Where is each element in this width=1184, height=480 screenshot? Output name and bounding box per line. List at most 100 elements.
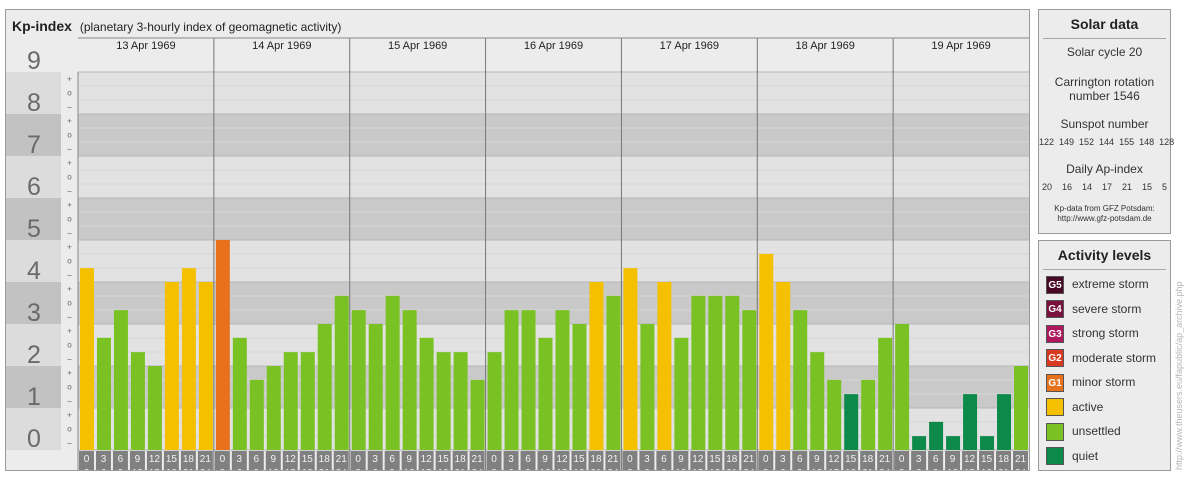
interval-end: 18 — [166, 468, 178, 470]
interval-end: 12 — [539, 468, 551, 470]
level-swatch — [1046, 398, 1064, 417]
interval-start: 18 — [998, 454, 1010, 465]
interval-start: 15 — [573, 454, 585, 465]
interval-start: 15 — [166, 454, 178, 465]
interval-start: 3 — [101, 454, 107, 465]
interval-cell — [486, 451, 502, 470]
level-moderate-storm: G2 moderate storm — [1046, 348, 1156, 368]
kp-bar — [589, 282, 604, 450]
interval-end: 21 — [455, 468, 467, 470]
interval-start: 3 — [237, 454, 243, 465]
interval-end: 12 — [811, 468, 823, 470]
solar-cycle: Solar cycle 20 — [1066, 45, 1143, 59]
interval-start: 9 — [271, 454, 277, 465]
level-label: moderate storm — [1072, 350, 1157, 365]
minor-band-3 — [61, 282, 78, 324]
interval-end: 15 — [828, 468, 840, 470]
interval-start: 21 — [879, 454, 891, 465]
interval-end: 15 — [692, 468, 704, 470]
interval-end: 12 — [947, 468, 959, 470]
y-tick-3: 3 — [27, 299, 41, 327]
interval-start: 9 — [814, 454, 820, 465]
kp-bar — [419, 337, 434, 450]
minor-tick: – — [67, 313, 72, 322]
kp-bar — [980, 436, 995, 450]
interval-end: 6 — [101, 468, 107, 470]
interval-start: 21 — [336, 454, 348, 465]
interval-start: 21 — [743, 454, 755, 465]
interval-end: 3 — [220, 468, 226, 470]
interval-cell — [112, 451, 128, 470]
interval-end: 21 — [319, 468, 331, 470]
levels-title: Activity levels — [1057, 247, 1152, 263]
interval-end: 18 — [709, 468, 721, 470]
interval-end: 21 — [183, 468, 195, 470]
interval-cell — [639, 451, 655, 470]
kp-bar — [691, 295, 706, 450]
interval-cell — [792, 451, 808, 470]
kp-bar — [453, 352, 468, 450]
kp-bar — [963, 394, 978, 450]
minor-tick: – — [67, 229, 72, 238]
interval-start: 0 — [627, 454, 633, 465]
minor-tick: + — [67, 117, 72, 126]
interval-end: 9 — [254, 468, 260, 470]
kp-bar — [470, 379, 485, 450]
interval-cell — [129, 451, 145, 470]
interval-end: 12 — [268, 468, 280, 470]
minor-tick: + — [67, 411, 72, 420]
interval-end: 21 — [726, 468, 738, 470]
chart-subtitle: (planetary 3-hourly index of geomagnetic… — [79, 20, 342, 34]
kp-bar — [80, 268, 94, 450]
interval-start: 15 — [302, 454, 314, 465]
kp-bar — [368, 324, 383, 450]
interval-end: 9 — [933, 468, 939, 470]
interval-start: 12 — [285, 454, 297, 465]
kp-bar — [351, 310, 366, 450]
minor-band-1 — [61, 366, 78, 408]
interval-end: 18 — [302, 468, 314, 470]
level-swatch — [1046, 447, 1064, 466]
interval-end: 6 — [237, 468, 243, 470]
interval-start: 3 — [372, 454, 378, 465]
interval-cell — [554, 451, 570, 470]
minor-tick: – — [67, 397, 72, 406]
interval-end: 9 — [118, 468, 124, 470]
interval-cell — [367, 451, 383, 470]
minor-tick: o — [67, 131, 72, 140]
interval-cell — [282, 451, 298, 470]
interval-end: 24 — [472, 468, 484, 470]
minor-tick: o — [67, 299, 72, 308]
interval-cell — [724, 451, 740, 470]
interval-end: 24 — [743, 468, 755, 470]
y-axis-labels: 0 1 2 3 4 5 6 7 8 9 — [27, 47, 41, 453]
interval-end: 18 — [981, 468, 993, 470]
band-5 — [78, 198, 1029, 240]
interval-end: 21 — [862, 468, 874, 470]
kp-bar — [640, 324, 655, 450]
y-tick-0: 0 — [27, 425, 41, 453]
interval-cell — [928, 451, 944, 470]
minor-tick: – — [67, 355, 72, 364]
minor-tick: + — [67, 75, 72, 84]
interval-end: 3 — [627, 468, 633, 470]
kp-bar — [283, 352, 298, 450]
interval-cell — [673, 451, 689, 470]
interval-cell — [996, 451, 1012, 470]
interval-end: 6 — [780, 468, 786, 470]
interval-cell — [656, 451, 672, 470]
interval-cell — [180, 451, 196, 470]
interval-end: 15 — [964, 468, 976, 470]
kp-chart-panel: Kp-index (planetary 3-hourly index of geo… — [5, 9, 1030, 471]
minor-tick: + — [67, 201, 72, 210]
carrington-line-1: Carrington rotation — [1054, 75, 1155, 89]
kp-bars — [80, 240, 1028, 450]
interval-end: 24 — [1015, 468, 1027, 470]
kp-bar — [317, 324, 332, 450]
interval-cell — [401, 451, 417, 470]
interval-start: 9 — [542, 454, 548, 465]
kp-bar — [674, 337, 689, 450]
interval-start: 18 — [455, 454, 467, 465]
interval-start: 12 — [556, 454, 568, 465]
interval-cell — [163, 451, 179, 470]
